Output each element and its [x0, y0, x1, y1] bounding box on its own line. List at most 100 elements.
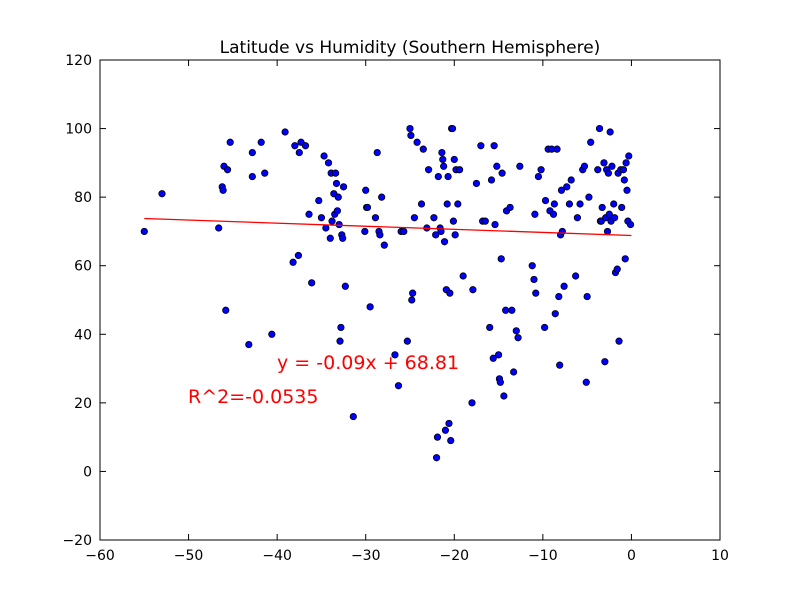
data-point — [606, 128, 614, 136]
data-point — [508, 306, 516, 314]
data-point — [490, 142, 498, 150]
data-point — [498, 169, 506, 177]
x-tick-label: −60 — [85, 548, 115, 564]
data-point — [443, 200, 451, 208]
data-point — [333, 207, 341, 215]
data-point — [430, 214, 438, 222]
data-point — [497, 255, 505, 263]
data-point — [449, 217, 457, 225]
data-point — [433, 433, 442, 441]
data-point — [532, 289, 540, 297]
data-point — [317, 214, 326, 222]
data-point — [335, 220, 343, 229]
data-point — [567, 176, 575, 184]
data-point — [334, 193, 342, 201]
data-point — [394, 382, 403, 390]
data-point — [336, 337, 344, 345]
data-point — [438, 148, 446, 157]
data-point — [432, 231, 440, 239]
data-point — [534, 172, 543, 181]
data-point — [439, 155, 447, 164]
data-point — [294, 251, 302, 260]
plot-frame — [99, 59, 721, 541]
data-point — [537, 166, 545, 174]
data-point — [496, 378, 504, 386]
data-point — [623, 186, 631, 194]
data-point — [444, 172, 452, 181]
data-point — [469, 286, 477, 294]
data-point — [226, 138, 234, 146]
data-point — [557, 186, 566, 194]
data-point — [140, 227, 148, 236]
data-point — [408, 296, 416, 304]
regression-line — [144, 217, 632, 237]
data-point — [472, 179, 481, 188]
data-point — [400, 227, 408, 236]
data-point — [573, 214, 582, 222]
data-point — [622, 159, 630, 167]
y-tick-label: 0 — [83, 464, 92, 480]
data-point — [261, 169, 269, 177]
data-point — [500, 392, 508, 400]
data-point — [626, 220, 635, 229]
data-point — [594, 166, 602, 174]
data-point — [625, 152, 633, 160]
data-point — [378, 193, 386, 201]
data-point — [451, 231, 459, 239]
data-point — [417, 200, 426, 208]
x-axis: −60 −50 −40 −30 −20 −10 0 10 — [85, 60, 729, 564]
x-tick-label: −40 — [262, 548, 292, 564]
data-point — [621, 255, 629, 263]
data-point — [222, 306, 230, 314]
data-point — [289, 258, 297, 266]
data-point — [419, 145, 427, 153]
y-tick-label: 120 — [65, 53, 92, 69]
data-point — [516, 162, 524, 170]
regression-equation: y = -0.09x + 68.81 — [277, 352, 459, 374]
data-point — [514, 334, 522, 342]
data-point — [301, 142, 310, 150]
data-point — [506, 203, 514, 212]
data-point — [618, 203, 626, 212]
data-point — [215, 224, 223, 232]
data-point — [158, 190, 166, 198]
data-point — [494, 351, 503, 359]
data-point — [326, 234, 334, 242]
data-point — [487, 176, 496, 184]
data-point — [454, 200, 462, 208]
y-axis: −20 0 20 40 60 80 100 120 — [62, 53, 720, 549]
data-point — [491, 220, 499, 229]
data-point — [459, 272, 467, 280]
data-point — [600, 159, 608, 167]
data-point — [371, 214, 380, 222]
data-point — [587, 138, 595, 146]
data-point — [223, 166, 232, 174]
y-tick-label: 80 — [74, 190, 92, 206]
data-point — [380, 241, 388, 249]
data-point — [582, 378, 590, 386]
data-point — [407, 131, 415, 140]
data-point — [373, 148, 381, 157]
data-point — [530, 275, 538, 284]
data-point — [585, 193, 593, 201]
data-point — [560, 282, 568, 290]
data-point — [445, 419, 453, 428]
data-point — [448, 124, 457, 133]
data-point — [455, 166, 464, 174]
data-point — [550, 200, 558, 208]
data-point — [281, 128, 289, 136]
data-point — [615, 337, 623, 345]
data-point — [441, 426, 450, 434]
data-point — [432, 454, 441, 462]
data-point — [403, 337, 411, 345]
data-point — [363, 203, 372, 212]
data-point — [248, 172, 256, 181]
data-point — [409, 289, 417, 297]
data-point — [512, 327, 520, 335]
data-point — [257, 138, 265, 146]
data-point — [603, 227, 612, 236]
data-point — [324, 159, 333, 167]
data-point — [549, 210, 558, 218]
data-point — [362, 186, 370, 194]
